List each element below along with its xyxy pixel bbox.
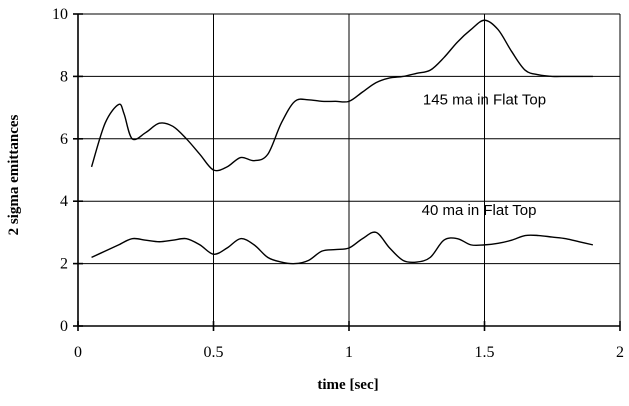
y-tick-label: 0 xyxy=(60,318,68,335)
x-tick-label: 1.5 xyxy=(475,344,495,361)
y-tick-label: 4 xyxy=(60,193,68,210)
x-tick-label: 0.5 xyxy=(204,344,224,361)
axes-layer xyxy=(73,13,621,331)
x-tick-label: 1 xyxy=(345,344,353,361)
series-annotations: 145 ma in Flat Top 40 ma in Flat Top xyxy=(422,91,546,219)
series-label-145ma: 145 ma in Flat Top xyxy=(423,91,546,108)
x-axis-title: time [sec] xyxy=(317,377,378,393)
tick-labels: 0 2 4 6 8 10 0 0.5 1 1.5 2 xyxy=(52,6,624,361)
x-tick-label: 2 xyxy=(616,344,624,361)
series-label-40ma: 40 ma in Flat Top xyxy=(422,202,537,219)
y-tick-label: 8 xyxy=(60,68,68,85)
y-tick-label: 6 xyxy=(60,131,68,148)
series-line-145ma xyxy=(90,19,593,172)
y-axis-title: 2 sigma emittances xyxy=(6,114,22,235)
series-line-40ma xyxy=(91,231,594,265)
series-layer xyxy=(90,19,594,265)
grid-layer xyxy=(78,13,621,326)
y-tick-label: 10 xyxy=(52,6,68,23)
x-tick-label: 0 xyxy=(74,344,82,361)
y-tick-label: 2 xyxy=(60,256,68,273)
